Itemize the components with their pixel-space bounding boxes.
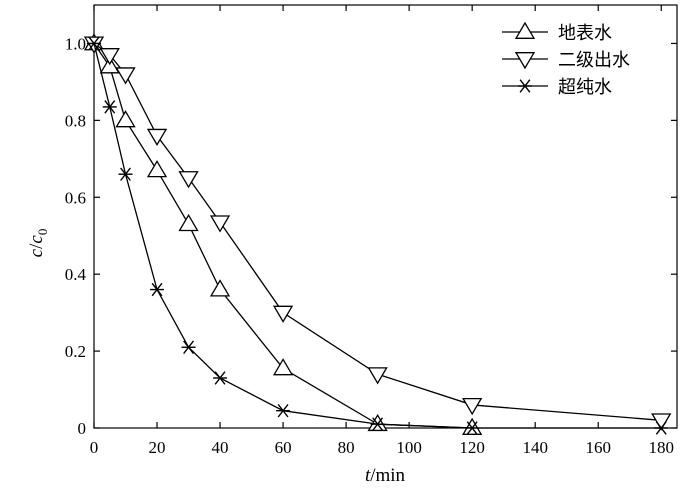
data-point (209, 215, 231, 233)
series-line (93, 43, 662, 429)
legend-label: 二级出水 (558, 50, 630, 71)
x-tick-label: 140 (522, 438, 548, 457)
series-group (83, 33, 672, 435)
data-point (178, 171, 199, 189)
x-axis-label: t/min (365, 465, 406, 486)
data-point (102, 100, 117, 114)
data-point (370, 417, 385, 431)
y-tick-label: 0.6 (65, 188, 86, 207)
y-tick-label: 0 (78, 419, 87, 438)
x-tick-label: 180 (648, 438, 674, 457)
x-tick-label: 20 (149, 438, 166, 457)
x-tick-label: 0 (90, 438, 99, 457)
axis-ticks: 0 20 40 60 80 100 120 140 160 180 0 0.2 0.4 0.6 0.8 1.0 (65, 5, 677, 457)
series-2 (83, 36, 672, 431)
data-point (465, 421, 480, 435)
x-tick-label: 40 (212, 438, 229, 457)
x-tick-label: 60 (275, 438, 292, 457)
legend-item: 超纯水 (502, 77, 612, 98)
data-point (514, 21, 536, 39)
y-axis-label: c/c0 (26, 229, 50, 258)
data-point (115, 67, 136, 85)
series-3 (87, 36, 669, 435)
legend-label: 超纯水 (558, 77, 612, 98)
data-point (99, 48, 120, 66)
x-tick-label: 160 (585, 438, 611, 457)
data-point (518, 79, 532, 93)
series-line (93, 42, 662, 421)
data-point (462, 397, 483, 416)
data-point (115, 110, 136, 128)
data-point (462, 417, 483, 435)
data-point (213, 371, 228, 385)
legend-label: 地表水 (558, 23, 612, 44)
data-point (146, 160, 168, 178)
data-point (146, 128, 168, 147)
y-tick-label: 0.4 (65, 265, 87, 284)
legend-item: 二级出水 (502, 50, 630, 71)
x-tick-label: 80 (338, 438, 355, 457)
series-1 (83, 33, 483, 435)
data-point (118, 167, 133, 181)
legend-item: 地表水 (502, 21, 612, 44)
data-point (654, 421, 669, 435)
x-tick-label: 120 (459, 438, 485, 457)
data-point (272, 358, 294, 376)
data-point (209, 279, 231, 297)
data-point (178, 213, 199, 232)
y-tick-label: 1.0 (65, 34, 86, 53)
data-point (276, 403, 291, 418)
data-point (150, 282, 165, 297)
data-point (367, 367, 388, 385)
y-tick-label: 0.8 (65, 111, 86, 130)
data-point (367, 413, 388, 432)
data-point (514, 52, 536, 70)
data-point (272, 305, 294, 323)
data-point (181, 340, 196, 354)
data-point (87, 36, 101, 51)
y-tick-label: 0.2 (65, 342, 86, 361)
x-tick-label: 100 (396, 438, 422, 457)
